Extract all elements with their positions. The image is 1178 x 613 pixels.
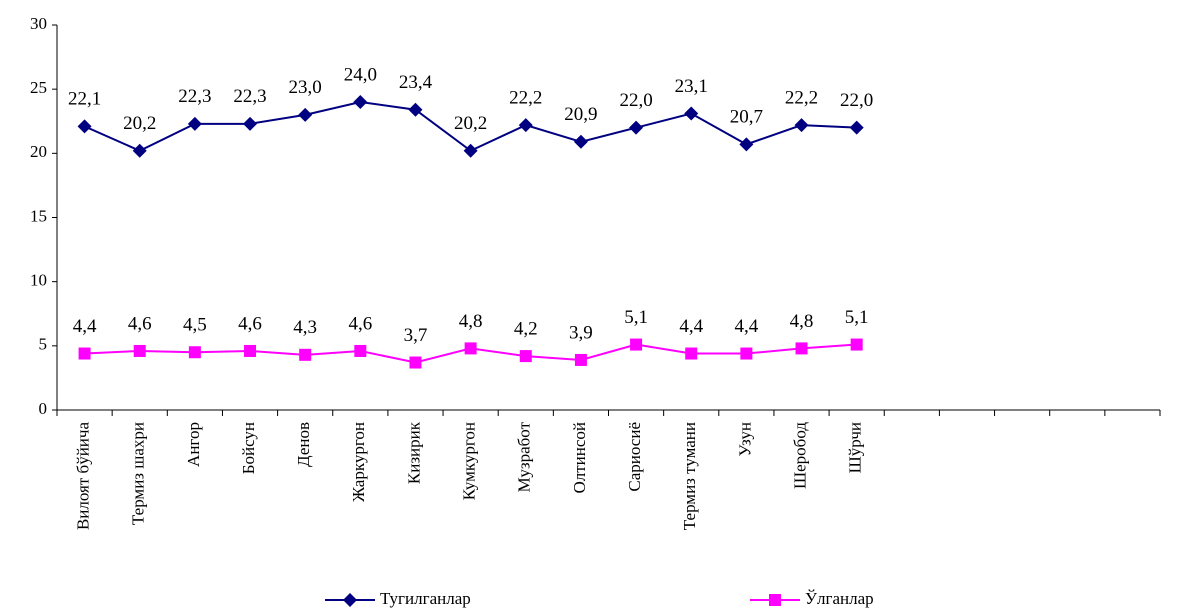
data-label: 3,7: [404, 325, 428, 346]
marker: [849, 120, 864, 135]
marker: [78, 347, 91, 360]
marker: [298, 107, 313, 122]
marker: [464, 342, 477, 355]
y-tick-label: 25: [30, 78, 47, 97]
y-tick-label: 10: [30, 271, 47, 290]
data-label: 22,0: [840, 90, 873, 111]
marker: [518, 118, 533, 133]
marker: [77, 119, 92, 134]
data-label: 23,1: [675, 76, 708, 97]
data-label: 4,6: [348, 313, 372, 334]
x-tick-label: Термиз тумани: [680, 422, 699, 530]
x-tick-label: Вилоят бўйича: [73, 422, 92, 530]
marker: [132, 143, 147, 158]
data-label: 4,8: [459, 311, 483, 332]
data-label: 4,8: [790, 311, 814, 332]
data-label: 4,4: [735, 316, 759, 337]
x-tick-label: Денов: [294, 422, 313, 467]
data-label: 22,0: [619, 90, 652, 111]
data-label: 22,1: [68, 89, 101, 110]
x-tick-label: Бойсун: [239, 422, 258, 474]
y-tick-label: 0: [39, 399, 48, 418]
marker: [574, 353, 587, 366]
data-label: 22,3: [233, 86, 266, 107]
data-label: 4,6: [238, 313, 262, 334]
marker: [573, 134, 588, 149]
x-tick-label: Шўрчи: [846, 422, 865, 473]
y-tick-label: 20: [30, 142, 47, 161]
x-tick-label: Шеробод: [790, 422, 809, 489]
x-tick-label: Кизирик: [404, 421, 423, 484]
data-label: 5,1: [624, 307, 648, 328]
y-tick-label: 15: [30, 206, 47, 225]
marker: [354, 344, 367, 357]
data-label: 22,2: [785, 87, 818, 108]
x-tick-label: Жаркургон: [349, 422, 368, 502]
marker: [187, 116, 202, 131]
y-tick-label: 5: [39, 335, 48, 354]
marker: [243, 116, 258, 131]
data-label: 23,4: [399, 72, 433, 93]
x-tick-label: Ангор: [184, 422, 203, 467]
x-tick-label: Олтинсой: [570, 422, 589, 494]
x-tick-label: Термиз шахри: [129, 422, 148, 525]
marker: [740, 347, 753, 360]
data-label: 20,9: [564, 104, 597, 125]
legend-label: Ўлганлар: [805, 589, 874, 608]
data-label: 3,9: [569, 322, 593, 343]
data-label: 4,6: [128, 313, 152, 334]
marker: [629, 120, 644, 135]
data-label: 5,1: [845, 307, 869, 328]
marker: [188, 346, 201, 359]
data-label: 23,0: [289, 77, 322, 98]
marker: [684, 106, 699, 121]
marker: [850, 338, 863, 351]
marker: [463, 143, 478, 158]
marker: [685, 347, 698, 360]
marker: [343, 593, 357, 607]
marker: [519, 350, 532, 363]
legend-item: Ўлганлар: [750, 589, 874, 608]
x-tick-label: Узун: [735, 422, 754, 457]
x-tick-label: Музработ: [515, 421, 534, 492]
data-label: 20,2: [454, 113, 487, 134]
data-label: 4,5: [183, 315, 207, 336]
data-label: 4,2: [514, 318, 538, 339]
data-label: 4,4: [73, 316, 97, 337]
data-label: 24,0: [344, 64, 377, 85]
data-label: 20,2: [123, 113, 156, 134]
marker: [769, 594, 781, 606]
marker: [739, 137, 754, 152]
marker: [244, 344, 257, 357]
x-tick-label: Кумкургон: [460, 422, 479, 500]
data-label: 20,7: [730, 107, 763, 128]
data-label: 22,3: [178, 86, 211, 107]
data-label: 4,3: [293, 317, 317, 338]
marker: [409, 356, 422, 369]
marker: [795, 342, 808, 355]
marker: [299, 348, 312, 361]
legend-label: Тугилганлар: [380, 589, 471, 608]
legend-item: Тугилганлар: [325, 589, 471, 608]
marker: [353, 95, 368, 109]
marker: [408, 102, 423, 117]
data-label: 22,2: [509, 87, 542, 108]
marker: [794, 118, 809, 133]
marker: [630, 338, 643, 351]
data-label: 4,4: [679, 316, 703, 337]
x-tick-label: Сариосиё: [625, 422, 644, 492]
marker: [133, 344, 146, 357]
y-tick-label: 30: [30, 14, 47, 33]
